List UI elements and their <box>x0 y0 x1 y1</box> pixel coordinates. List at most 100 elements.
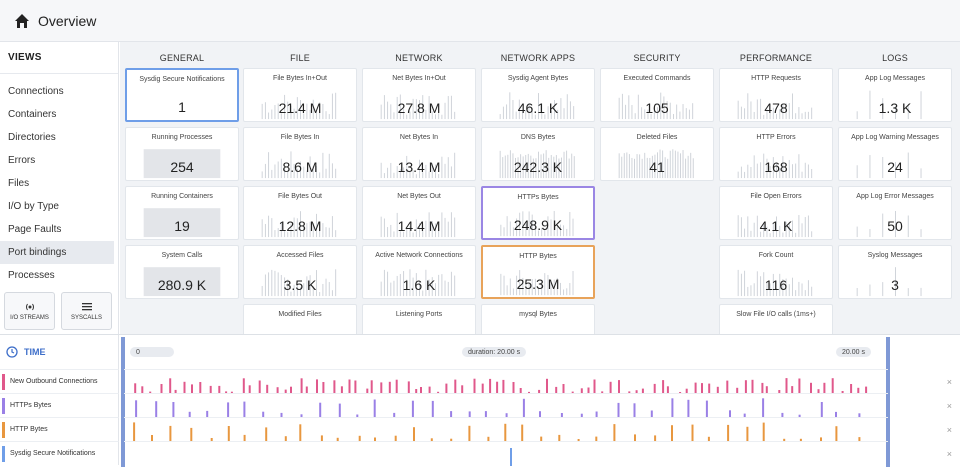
sparkline <box>261 151 337 179</box>
metric-tile[interactable]: Deleted Files 41 <box>600 127 714 181</box>
metric-tile[interactable]: File Bytes In+Out 21.4 M <box>243 68 357 122</box>
sidebar-item-directories[interactable]: Directories <box>8 132 56 143</box>
home-icon[interactable] <box>14 13 30 29</box>
sparkline <box>380 269 456 297</box>
tile-title: Fork Count <box>758 252 794 259</box>
tile-title: HTTP Errors <box>756 134 796 141</box>
syscalls-button[interactable]: SYSCALLS <box>61 292 112 330</box>
tile-value: 25.3 M <box>516 276 560 292</box>
metric-tile[interactable]: File Open Errors 4.1 K <box>719 186 833 240</box>
column-header: LOGS <box>882 53 908 63</box>
timeline-end: 20.00 s <box>836 347 871 357</box>
track-swatch <box>2 422 5 438</box>
timeline-axis[interactable]: 0 duration: 20.00 s 20.00 s <box>124 345 888 359</box>
tile-value: 14.4 M <box>397 218 441 234</box>
metric-tile[interactable]: App Log Error Messages 50 <box>838 186 952 240</box>
sparkline <box>261 211 337 238</box>
sidebar-item-processes[interactable]: Processes <box>8 270 55 281</box>
metric-tile[interactable]: DNS Bytes 242.3 K <box>481 127 595 181</box>
tile-value: 3.5 K <box>283 277 317 293</box>
metric-tile[interactable]: Sysdig Agent Bytes 46.1 K <box>481 68 595 122</box>
metric-tile[interactable]: Sysdig Secure Notifications 1 <box>125 68 239 122</box>
tile-title: File Bytes In <box>280 134 320 141</box>
sparkline <box>618 149 694 179</box>
tile-value: 8.6 M <box>282 159 318 175</box>
sidebar-item-files[interactable]: Files <box>8 178 30 189</box>
tile-title: Running Containers <box>151 193 213 200</box>
metric-tile[interactable]: mysql Bytes <box>481 304 595 334</box>
close-track-button[interactable]: × <box>946 377 952 387</box>
track-name: New Outbound Connections <box>10 378 98 385</box>
metric-tile[interactable]: App Log Messages 1.3 K <box>838 68 952 122</box>
tile-title: DNS Bytes <box>520 134 556 141</box>
tile-value: 280.9 K <box>157 277 207 293</box>
metric-tile[interactable]: Listening Ports <box>362 304 476 334</box>
close-track-button[interactable]: × <box>946 449 952 459</box>
tile-title: File Bytes In+Out <box>273 75 327 82</box>
tile-title: File Bytes Out <box>278 193 322 200</box>
tile-title: Slow File I/O calls (1ms+) <box>736 311 816 318</box>
metric-tile[interactable]: Modified Files <box>243 304 357 334</box>
sidebar-item-io-by-type[interactable]: I/O by Type <box>8 201 59 212</box>
metric-tile[interactable]: Slow File I/O calls (1ms+) <box>719 304 833 334</box>
metric-tile[interactable]: Running Containers 19 <box>125 186 239 240</box>
tile-title: Deleted Files <box>636 134 678 141</box>
metric-tile[interactable]: Net Bytes Out 14.4 M <box>362 186 476 240</box>
metric-tile[interactable]: Fork Count 116 <box>719 245 833 299</box>
tile-value: 105 <box>645 100 669 116</box>
timeline-track[interactable] <box>124 441 888 466</box>
metric-tile[interactable]: HTTP Errors 168 <box>719 127 833 181</box>
tile-value: 24 <box>887 159 903 175</box>
tile-value: 1.6 K <box>402 277 436 293</box>
sparkline <box>618 92 694 120</box>
metric-tile[interactable]: App Log Warning Messages 24 <box>838 127 952 181</box>
timeline-left-handle[interactable] <box>121 337 125 467</box>
tile-title: HTTP Requests <box>751 75 801 82</box>
tile-value: 50 <box>887 218 903 234</box>
clock-icon <box>6 346 18 358</box>
syscalls-label: SYSCALLS <box>70 314 103 321</box>
timeline-tracks <box>124 369 888 468</box>
sidebar-item-errors[interactable]: Errors <box>8 155 36 166</box>
app-header: Overview <box>0 0 960 42</box>
sidebar-item-containers[interactable]: Containers <box>8 109 57 120</box>
timeline-right-handle[interactable] <box>886 337 890 467</box>
timeline-track[interactable] <box>124 417 888 442</box>
tile-title: System Calls <box>161 252 203 259</box>
tile-title: App Log Error Messages <box>856 193 934 200</box>
sidebar-item-page-faults[interactable]: Page Faults <box>8 224 62 235</box>
metric-tile[interactable]: File Bytes Out 12.8 M <box>243 186 357 240</box>
metric-tile[interactable]: HTTP Requests 478 <box>719 68 833 122</box>
timeline-track[interactable] <box>124 369 888 394</box>
metric-tile[interactable]: File Bytes In 8.6 M <box>243 127 357 181</box>
io-streams-button[interactable]: I/O STREAMS <box>4 292 55 330</box>
metric-tile[interactable]: Accessed Files 3.5 K <box>243 245 357 299</box>
metric-tile[interactable]: Executed Commands 105 <box>600 68 714 122</box>
sparkline <box>500 210 574 237</box>
close-track-button[interactable]: × <box>946 401 952 411</box>
metric-tile[interactable]: HTTP Bytes 25.3 M <box>481 245 595 299</box>
track-events <box>135 398 861 418</box>
tile-value: 13.4 M <box>397 159 441 175</box>
tile-title: Active Network Connections <box>375 252 463 259</box>
timeline-track[interactable] <box>124 393 888 418</box>
metric-tile[interactable]: Active Network Connections 1.6 K <box>362 245 476 299</box>
metric-tile[interactable]: Net Bytes In+Out 27.8 M <box>362 68 476 122</box>
tile-value: 4.1 K <box>759 218 793 234</box>
close-track-button[interactable]: × <box>946 425 952 435</box>
metric-tile[interactable]: System Calls 280.9 K <box>125 245 239 299</box>
tile-title: App Log Messages <box>865 75 925 82</box>
metric-tile[interactable]: Running Processes 254 <box>125 127 239 181</box>
column-header: GENERAL <box>159 53 205 63</box>
views-sidebar: VIEWS Connections Containers Directories… <box>0 42 119 334</box>
tile-title: Net Bytes In+Out <box>392 75 446 82</box>
sidebar-item-port-bindings[interactable]: Port bindings <box>0 241 114 264</box>
metric-tile[interactable]: Syslog Messages 3 <box>838 245 952 299</box>
sidebar-item-connections[interactable]: Connections <box>8 86 64 97</box>
views-heading: VIEWS <box>0 42 118 74</box>
metric-tile[interactable]: HTTPs Bytes 248.9 K <box>481 186 595 240</box>
sidebar-buttons: I/O STREAMS SYSCALLS <box>4 292 112 330</box>
sparkline <box>737 269 813 297</box>
metric-tile[interactable]: Net Bytes In 13.4 M <box>362 127 476 181</box>
tile-title: Running Processes <box>151 134 213 141</box>
